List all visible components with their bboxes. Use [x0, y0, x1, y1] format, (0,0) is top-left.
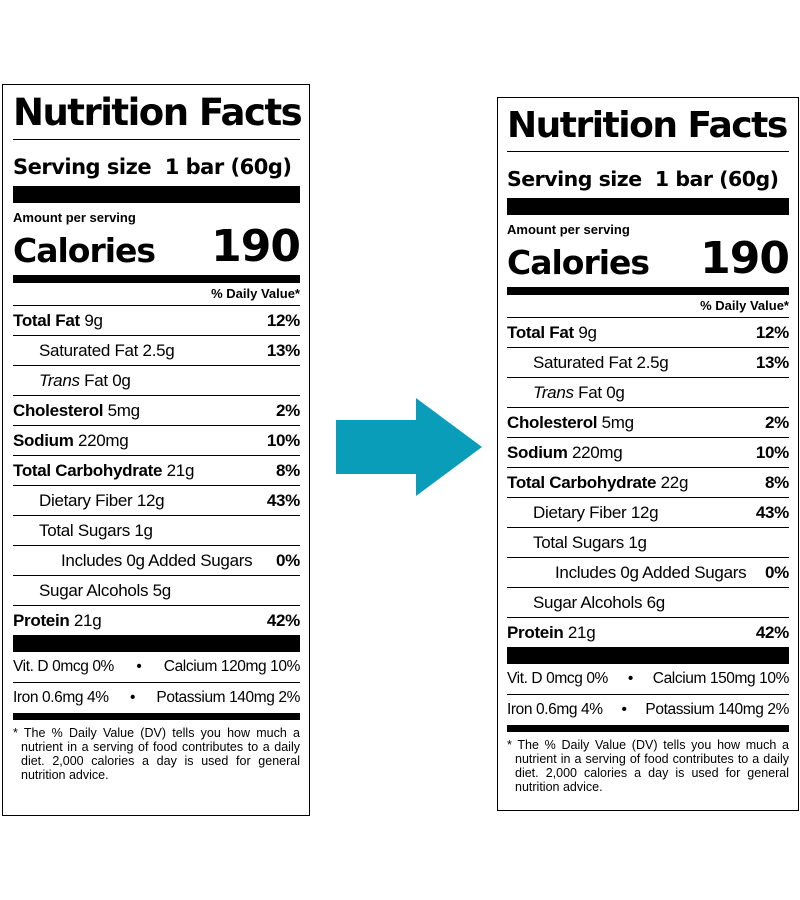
serving-size-label: Serving size: [507, 167, 642, 191]
nutrient-row-trans-fat: Trans Fat 0g: [13, 365, 300, 395]
serving-size: Serving size 1 bar (60g): [507, 166, 789, 192]
nutrient-row-sugar-alcohols: Sugar Alcohols 5g: [13, 575, 300, 605]
nutrient-row-total-sugars: Total Sugars 1g: [13, 515, 300, 545]
vitamin-row: Vit. D 0mcg 0% • Calcium 150mg 10%: [507, 670, 789, 687]
amount-per-serving: Amount per serving: [507, 222, 630, 237]
vitamin-row: Iron 0.6mg 4% • Potassium 140mg 2%: [13, 682, 300, 713]
label-content: Nutrition Facts Serving size 1 bar (60g)…: [13, 85, 303, 782]
right-arrow-icon: [336, 398, 482, 496]
nutrient-row-protein: Protein 21g 42%: [507, 617, 789, 647]
nutrient-row-dietary-fiber: Dietary Fiber 12g 43%: [13, 485, 300, 515]
nutrient-row-total-sugars: Total Sugars 1g: [507, 527, 789, 557]
nutrition-label-revised: Nutrition Facts Serving size 1 bar (60g)…: [497, 97, 799, 811]
calories-label: Calories: [13, 231, 156, 270]
nutrient-row-cholesterol: Cholesterol 5mg 2%: [13, 395, 300, 425]
nutrient-row-dietary-fiber: Dietary Fiber 12g 43%: [507, 497, 789, 527]
amount-per-serving: Amount per serving: [13, 210, 136, 225]
nutrient-row-added-sugars: Includes 0g Added Sugars 0%: [507, 557, 789, 587]
calories-label: Calories: [507, 243, 650, 282]
serving-size-value: 1 bar (60g): [164, 155, 292, 179]
nutrient-row-total-fat: Total Fat 9g 12%: [13, 305, 300, 335]
nutrient-row-total-carbohydrate: Total Carbohydrate 22g 8%: [507, 467, 789, 497]
small-divider: [507, 725, 789, 732]
nutrient-row-saturated-fat: Saturated Fat 2.5g 13%: [13, 335, 300, 365]
vitamin-row: Iron 0.6mg 4% • Potassium 140mg 2%: [507, 694, 789, 725]
serving-size: Serving size 1 bar (60g): [13, 154, 300, 180]
label-title: Nutrition Facts: [507, 105, 788, 146]
daily-value-header: % Daily Value*: [211, 286, 300, 301]
vitamin-row: Vit. D 0mcg 0% • Calcium 120mg 10%: [13, 658, 300, 675]
calories-value: 190: [211, 221, 301, 272]
thick-divider: [507, 198, 789, 215]
divider: [13, 139, 300, 140]
calories-row: Calories 190: [507, 233, 790, 284]
nutrient-row-sodium: Sodium 220mg 10%: [13, 425, 300, 455]
footnote: * The % Daily Value (DV) tells you how m…: [13, 726, 300, 782]
calories-value: 190: [700, 233, 790, 284]
small-divider: [13, 713, 300, 720]
nutrient-row-total-carbohydrate: Total Carbohydrate 21g 8%: [13, 455, 300, 485]
calories-row: Calories 190: [13, 221, 301, 272]
nutrient-row-trans-fat: Trans Fat 0g: [507, 377, 789, 407]
thick-divider: [507, 647, 789, 664]
nutrition-label-original: Nutrition Facts Serving size 1 bar (60g)…: [2, 84, 310, 816]
daily-value-header: % Daily Value*: [700, 298, 789, 313]
nutrient-row-added-sugars: Includes 0g Added Sugars 0%: [13, 545, 300, 575]
thick-divider: [13, 186, 300, 203]
label-title: Nutrition Facts: [13, 91, 303, 134]
nutrient-row-sugar-alcohols: Sugar Alcohols 6g: [507, 587, 789, 617]
nutrient-row-saturated-fat: Saturated Fat 2.5g 13%: [507, 347, 789, 377]
medium-divider: [13, 275, 300, 283]
thick-divider: [13, 635, 300, 652]
medium-divider: [507, 287, 789, 295]
footnote: * The % Daily Value (DV) tells you how m…: [507, 738, 789, 794]
nutrient-row-protein: Protein 21g 42%: [13, 605, 300, 635]
nutrient-row-total-fat: Total Fat 9g 12%: [507, 317, 789, 347]
nutrient-row-cholesterol: Cholesterol 5mg 2%: [507, 407, 789, 437]
nutrient-row-sodium: Sodium 220mg 10%: [507, 437, 789, 467]
divider: [507, 151, 789, 152]
serving-size-label: Serving size: [13, 155, 152, 179]
serving-size-value: 1 bar (60g): [654, 167, 779, 191]
label-content: Nutrition Facts Serving size 1 bar (60g)…: [507, 98, 790, 794]
